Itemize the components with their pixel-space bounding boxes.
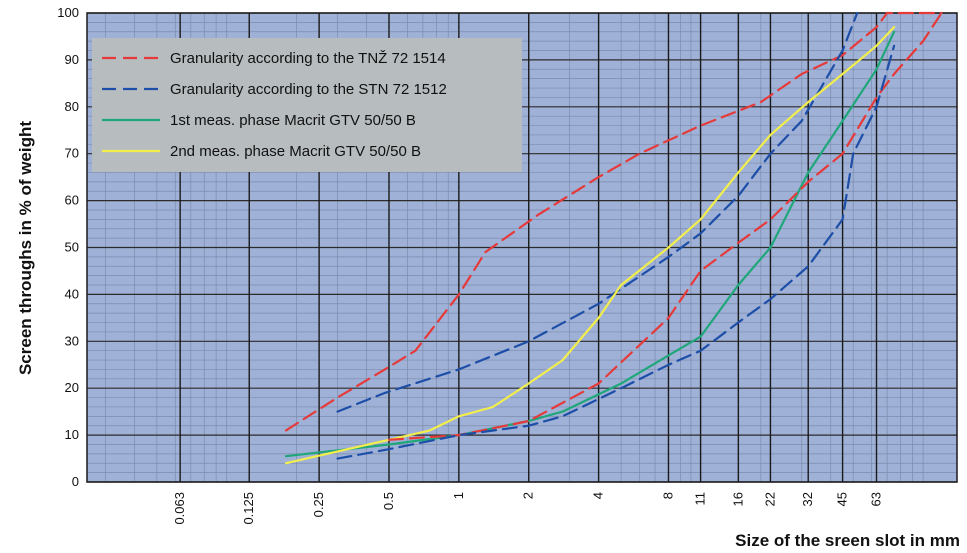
legend: Granularity according to the TNŽ 72 1514… (92, 38, 522, 172)
x-tick-label: 45 (835, 492, 850, 506)
x-tick-label: 1 (451, 492, 466, 499)
legend-label: Granularity according to the STN 72 1512 (170, 81, 447, 98)
legend-items: Granularity according to the TNŽ 72 1514… (102, 50, 447, 160)
y-tick-label: 80 (65, 99, 79, 114)
y-tick-label: 70 (65, 146, 79, 161)
legend-box (92, 38, 522, 172)
y-tick-label: 100 (57, 5, 79, 20)
x-axis-title: Size of the sreen slot in mm (735, 531, 960, 550)
legend-label: Granularity according to the TNŽ 72 1514 (170, 50, 446, 67)
y-tick-label: 50 (65, 240, 79, 255)
x-tick-label: 16 (730, 492, 745, 506)
series-layer (284, 11, 943, 465)
y-tick-label: 30 (65, 333, 79, 348)
x-tick-label: 63 (869, 492, 884, 506)
y-tick-label: 90 (65, 52, 79, 67)
series-line-2 (336, 11, 859, 413)
series-line-1 (284, 11, 943, 432)
y-tick-label: 60 (65, 193, 79, 208)
grid (86, 12, 958, 483)
series-line-4 (284, 26, 896, 465)
x-tick-label: 0.125 (241, 492, 256, 525)
x-tick-label: 2 (521, 492, 536, 499)
x-tick-label: 0.25 (311, 492, 326, 517)
legend-label: 1st meas. phase Macrit GTV 50/50 B (170, 112, 416, 129)
series-line-5 (387, 11, 943, 441)
legend-label: 2nd meas. phase Macrit GTV 50/50 B (170, 143, 421, 160)
x-tick-label: 11 (693, 492, 708, 506)
x-tick-labels: 0.063 0.125 0.25 0.5 1 2 4 8 11 16 22 32 45 63 (172, 492, 883, 525)
x-tick-label: 32 (800, 492, 815, 506)
y-tick-label: 20 (65, 380, 79, 395)
y-axis-title: Screen throughs in % of weight (16, 121, 35, 375)
plot-frame (86, 12, 958, 483)
series-line-6 (336, 44, 896, 460)
y-tick-labels: 0 10 20 30 40 50 60 70 80 90 100 (57, 5, 79, 489)
x-tick-label: 22 (762, 492, 777, 506)
x-tick-label: 0.063 (172, 492, 187, 525)
y-tick-label: 10 (65, 427, 79, 442)
y-tick-label: 0 (72, 474, 79, 489)
x-tick-label: 0.5 (381, 492, 396, 510)
x-tick-label: 4 (591, 492, 606, 499)
x-tick-label: 8 (660, 492, 675, 499)
y-tick-label: 40 (65, 286, 79, 301)
